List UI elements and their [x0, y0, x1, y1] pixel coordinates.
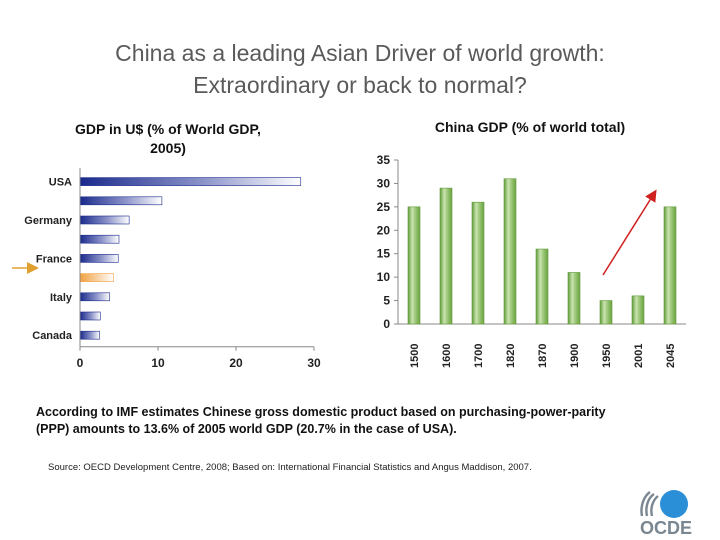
left-chart-title-line-1: GDP in U$ (% of World GDP,	[75, 121, 261, 137]
caption-line-2: (PPP) amounts to 13.6% of 2005 world GDP…	[36, 422, 457, 436]
right-y-tick-label-1: 5	[383, 294, 390, 308]
right-x-label-1600: 1600	[441, 344, 453, 368]
left-bar-5	[79, 273, 114, 282]
left-row-label-2: Germany	[24, 215, 73, 227]
right-x-label-1900: 1900	[569, 344, 581, 368]
left-x-tick-label-3: 30	[307, 356, 321, 370]
right-y-tick-label-0: 0	[383, 317, 390, 331]
right-x-label-1870: 1870	[537, 344, 549, 368]
caption-line-1: According to IMF estimates Chinese gross…	[36, 405, 606, 419]
right-bar-1900	[567, 272, 581, 325]
oecd-logo-text: OCDE	[640, 518, 693, 538]
right-y-tick-label-7: 35	[377, 153, 391, 167]
right-bar-2001	[631, 295, 645, 325]
left-row-label-4: France	[36, 253, 72, 265]
right-chart-title: China GDP (% of world total)	[435, 119, 625, 135]
left-row-label-8: Canada	[32, 330, 73, 342]
left-bar-4	[79, 254, 119, 263]
right-y-tick-label-4: 20	[377, 223, 391, 237]
source-note: Source: OECD Development Centre, 2008; B…	[48, 462, 532, 473]
oecd-logo	[640, 490, 688, 518]
left-bar-8	[79, 330, 100, 340]
right-chart-x-labels: 1500 1600 1700 1820 1870 1900 1950 2001 2045	[409, 344, 677, 368]
slide-title-line-1: China as a leading Asian Driver of world…	[115, 40, 605, 66]
right-bar-1500	[407, 206, 421, 325]
right-x-label-1700: 1700	[473, 344, 485, 368]
left-row-label-0: USA	[49, 177, 72, 189]
right-chart-bars	[407, 178, 677, 325]
left-bar-3	[79, 234, 120, 244]
right-bar-1950	[599, 300, 613, 325]
left-x-tick-label-0: 0	[77, 356, 84, 370]
right-y-tick-label-2: 10	[377, 270, 391, 284]
left-bar-2	[79, 215, 130, 225]
left-bar-0	[79, 177, 302, 186]
right-x-label-2045: 2045	[665, 344, 677, 368]
left-bar-1	[79, 196, 163, 206]
right-x-label-1950: 1950	[601, 344, 613, 368]
left-chart-row-labels: USA Germany France Italy Canada	[24, 177, 73, 343]
left-x-tick-label-1: 10	[151, 356, 165, 370]
left-chart-bars	[79, 177, 302, 340]
left-bar-6	[79, 292, 110, 302]
right-bar-1820	[503, 178, 517, 325]
slide-title-line-2: Extraordinary or back to normal?	[193, 72, 527, 98]
left-chart-title-line-2: 2005)	[150, 140, 186, 156]
left-chart-x-axis: 0 10 20 30	[77, 168, 321, 370]
left-bar-7	[79, 311, 101, 321]
right-bar-2045	[663, 206, 677, 325]
right-x-label-1820: 1820	[505, 344, 517, 368]
left-row-label-6: Italy	[50, 292, 73, 304]
right-x-label-1500: 1500	[409, 344, 421, 368]
right-y-tick-label-5: 25	[377, 200, 391, 214]
right-bar-1600	[439, 187, 453, 325]
right-y-tick-label-6: 30	[377, 176, 391, 190]
charts-canvas: GDP in U$ (% of World GDP, 2005) USA Germ…	[12, 119, 686, 370]
caption: According to IMF estimates Chinese gross…	[36, 404, 696, 438]
right-x-label-2001: 2001	[633, 344, 645, 368]
left-x-tick-label-2: 20	[229, 356, 243, 370]
trend-arrow	[602, 189, 657, 276]
right-y-tick-label-3: 15	[377, 247, 391, 261]
right-bar-1700	[471, 201, 485, 325]
right-bar-1870	[535, 248, 549, 325]
